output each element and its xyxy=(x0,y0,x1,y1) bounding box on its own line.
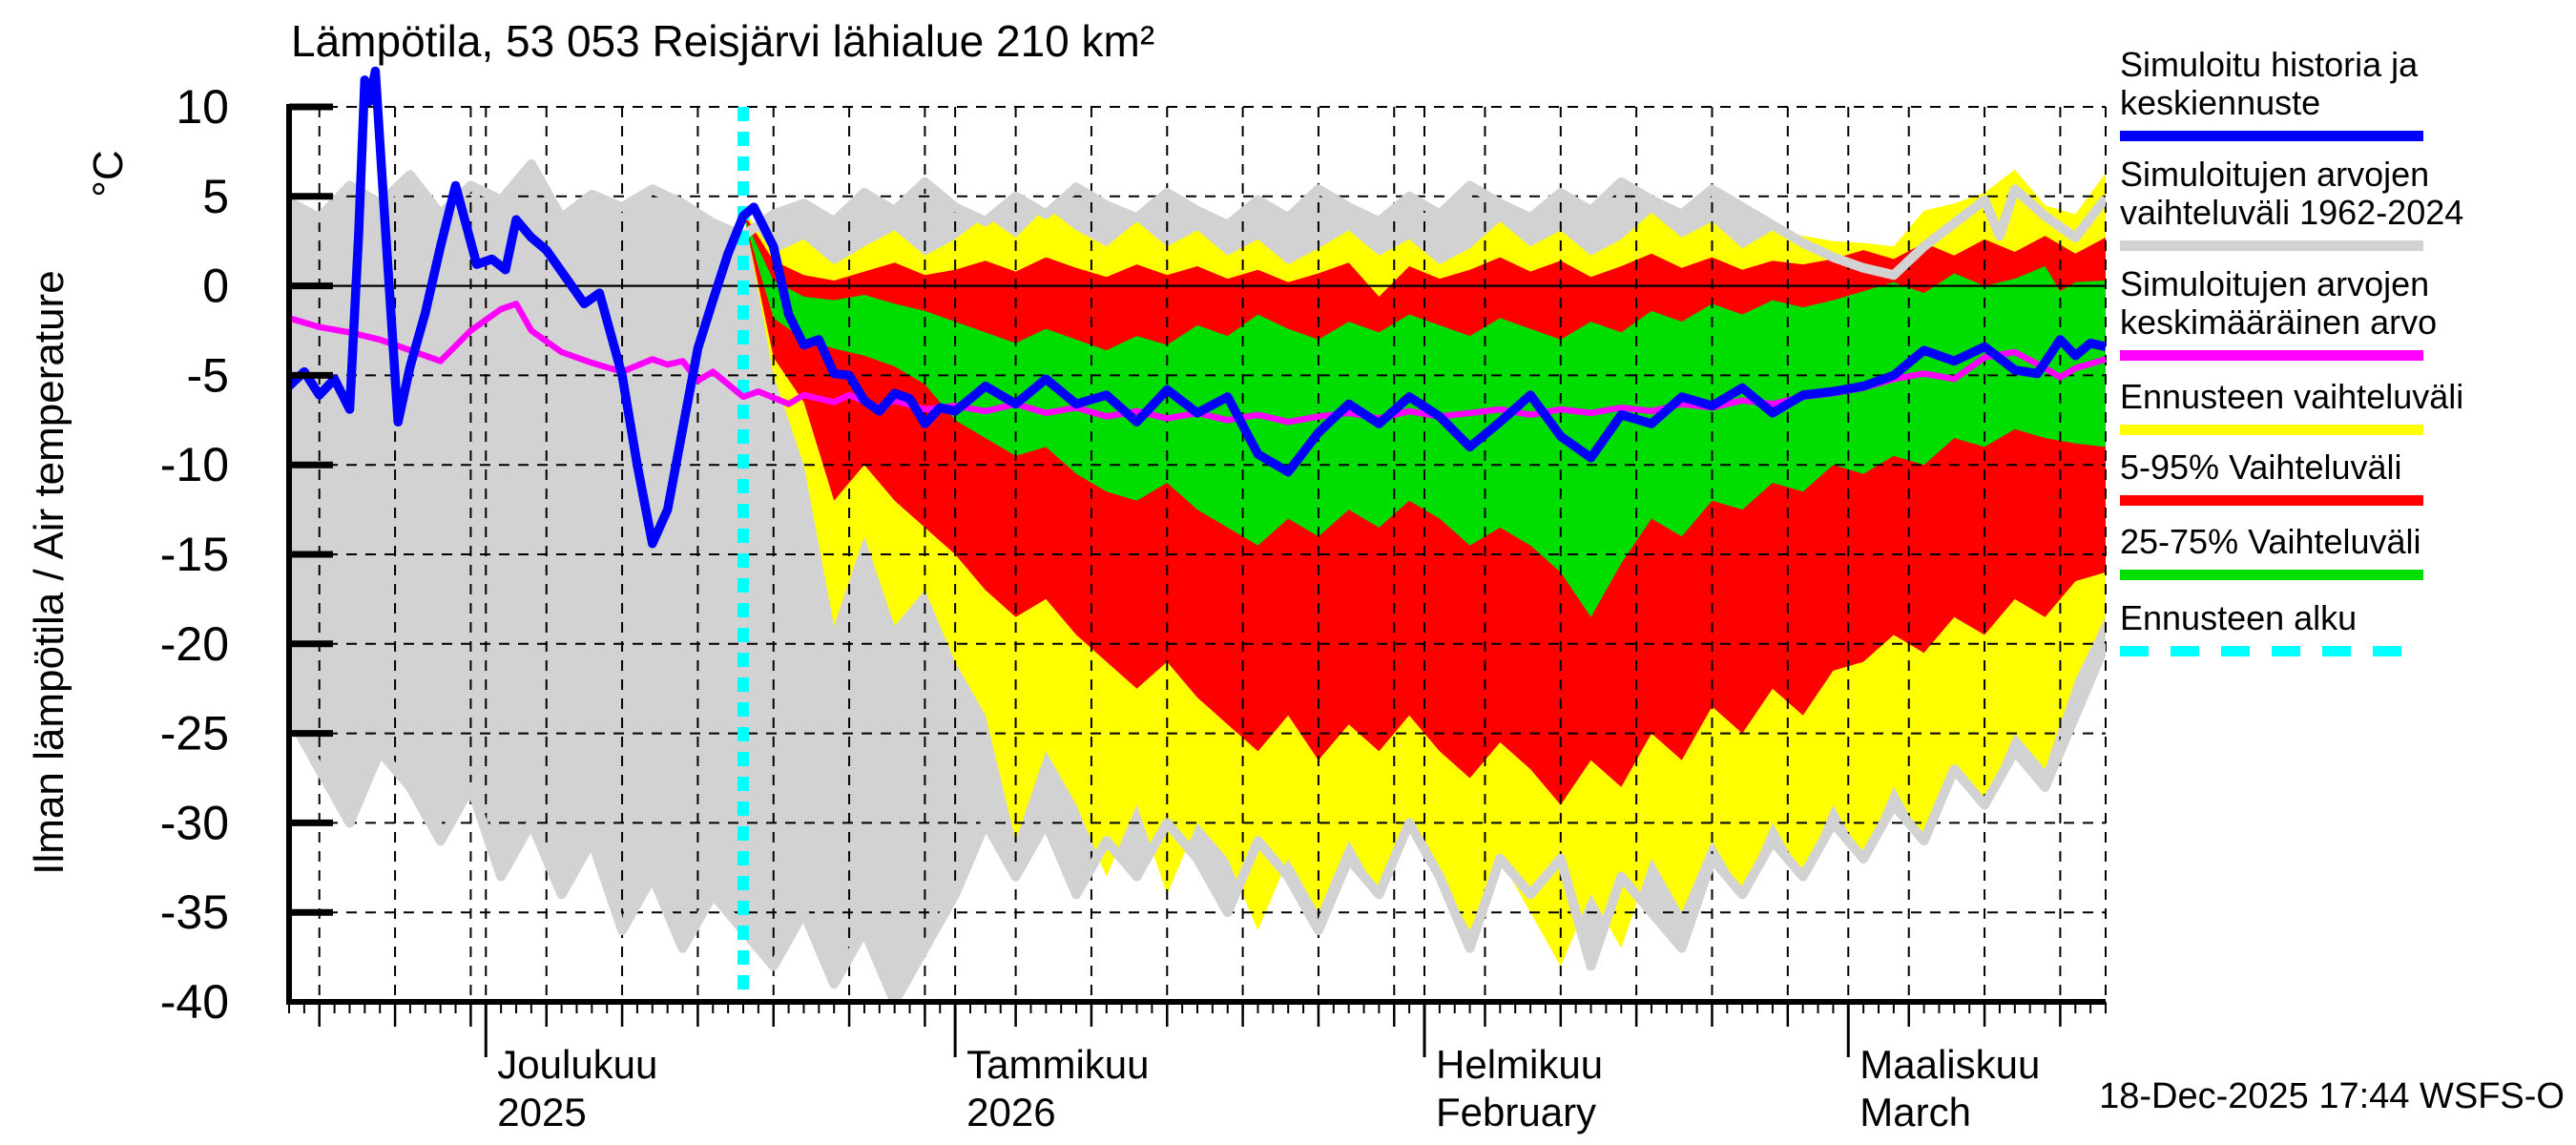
history-range-boundary xyxy=(289,159,2106,1004)
y-tick-label: -25 xyxy=(160,707,229,760)
month-sublabel: 2026 xyxy=(966,1090,1055,1135)
legend-label: Simuloitujen arvojen xyxy=(2120,264,2430,303)
y-tick-label: -30 xyxy=(160,796,229,849)
legend-swatch-forecast-start xyxy=(2120,646,2423,656)
line-history-mean-forecast xyxy=(285,66,2108,549)
legend-swatch-simulated-range xyxy=(2120,240,2423,251)
y-tick-label: 0 xyxy=(202,260,229,313)
legend-label: keskimääräinen arvo xyxy=(2120,302,2438,342)
legend-label: Simuloitu historia ja xyxy=(2120,45,2419,84)
legend-label: 25-75% Vaihteluväli xyxy=(2120,522,2421,561)
legend-item-forecast-start: Ennusteen alku xyxy=(2120,599,2423,656)
legend-item-simulated-range: Simuloitujen arvojen vaihteluväli 1962-20… xyxy=(2120,156,2463,251)
legend-label: Ennusteen vaihteluväli xyxy=(2120,377,2464,416)
month-sublabel: March xyxy=(1859,1090,1971,1135)
month-label: Joulukuu xyxy=(497,1042,657,1087)
legend-item-range-25-75: 25-75% Vaihteluväli xyxy=(2120,523,2423,580)
legend-label: Simuloitujen arvojen xyxy=(2120,155,2430,194)
chart-title: Lämpötila, 53 053 Reisjärvi lähialue 210… xyxy=(291,16,1155,66)
legend-label: keskiennuste xyxy=(2120,83,2321,122)
legend-label: Ennusteen alku xyxy=(2120,598,2358,637)
month-label: Helmikuu xyxy=(1436,1042,1603,1087)
y-tick-label: 10 xyxy=(176,80,229,134)
y-tick-label: -15 xyxy=(160,528,229,581)
legend-swatch-range-25-75 xyxy=(2120,570,2423,580)
legend-swatch-range-5-95 xyxy=(2120,495,2423,506)
y-tick-label: -40 xyxy=(160,975,229,1029)
legend-item-history-forecast-mean: Simuloitu historia ja keskiennuste xyxy=(2120,46,2423,141)
y-tick-label: 5 xyxy=(202,170,229,223)
legend-item-simulated-mean: Simuloitujen arvojen keskimääräinen arvo xyxy=(2120,265,2437,361)
month-label: Tammikuu xyxy=(966,1042,1149,1087)
month-sublabel: February xyxy=(1436,1090,1596,1135)
month-sublabel: 2025 xyxy=(497,1090,586,1135)
month-label: Maaliskuu xyxy=(1859,1042,2040,1087)
y-tick-label: -5 xyxy=(187,348,229,402)
y-tick-label: -10 xyxy=(160,438,229,491)
legend-swatch-history-forecast-mean xyxy=(2120,131,2423,141)
timestamp: 18-Dec-2025 17:44 WSFS-O xyxy=(2099,1076,2565,1116)
legend-item-forecast-range: Ennusteen vaihteluväli xyxy=(2120,378,2463,435)
legend-swatch-simulated-mean xyxy=(2120,350,2423,361)
legend-item-range-5-95: 5-95% Vaihteluväli xyxy=(2120,448,2423,506)
legend-label: 5-95% Vaihteluväli xyxy=(2120,448,2402,487)
legend-label: vaihteluväli 1962-2024 xyxy=(2120,193,2464,232)
legend-swatch-forecast-range xyxy=(2120,425,2423,435)
y-tick-label: -35 xyxy=(160,885,229,939)
y-tick-label: -20 xyxy=(160,617,229,671)
